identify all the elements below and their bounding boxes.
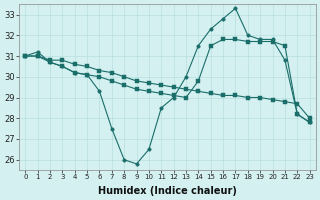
X-axis label: Humidex (Indice chaleur): Humidex (Indice chaleur) [98, 186, 237, 196]
